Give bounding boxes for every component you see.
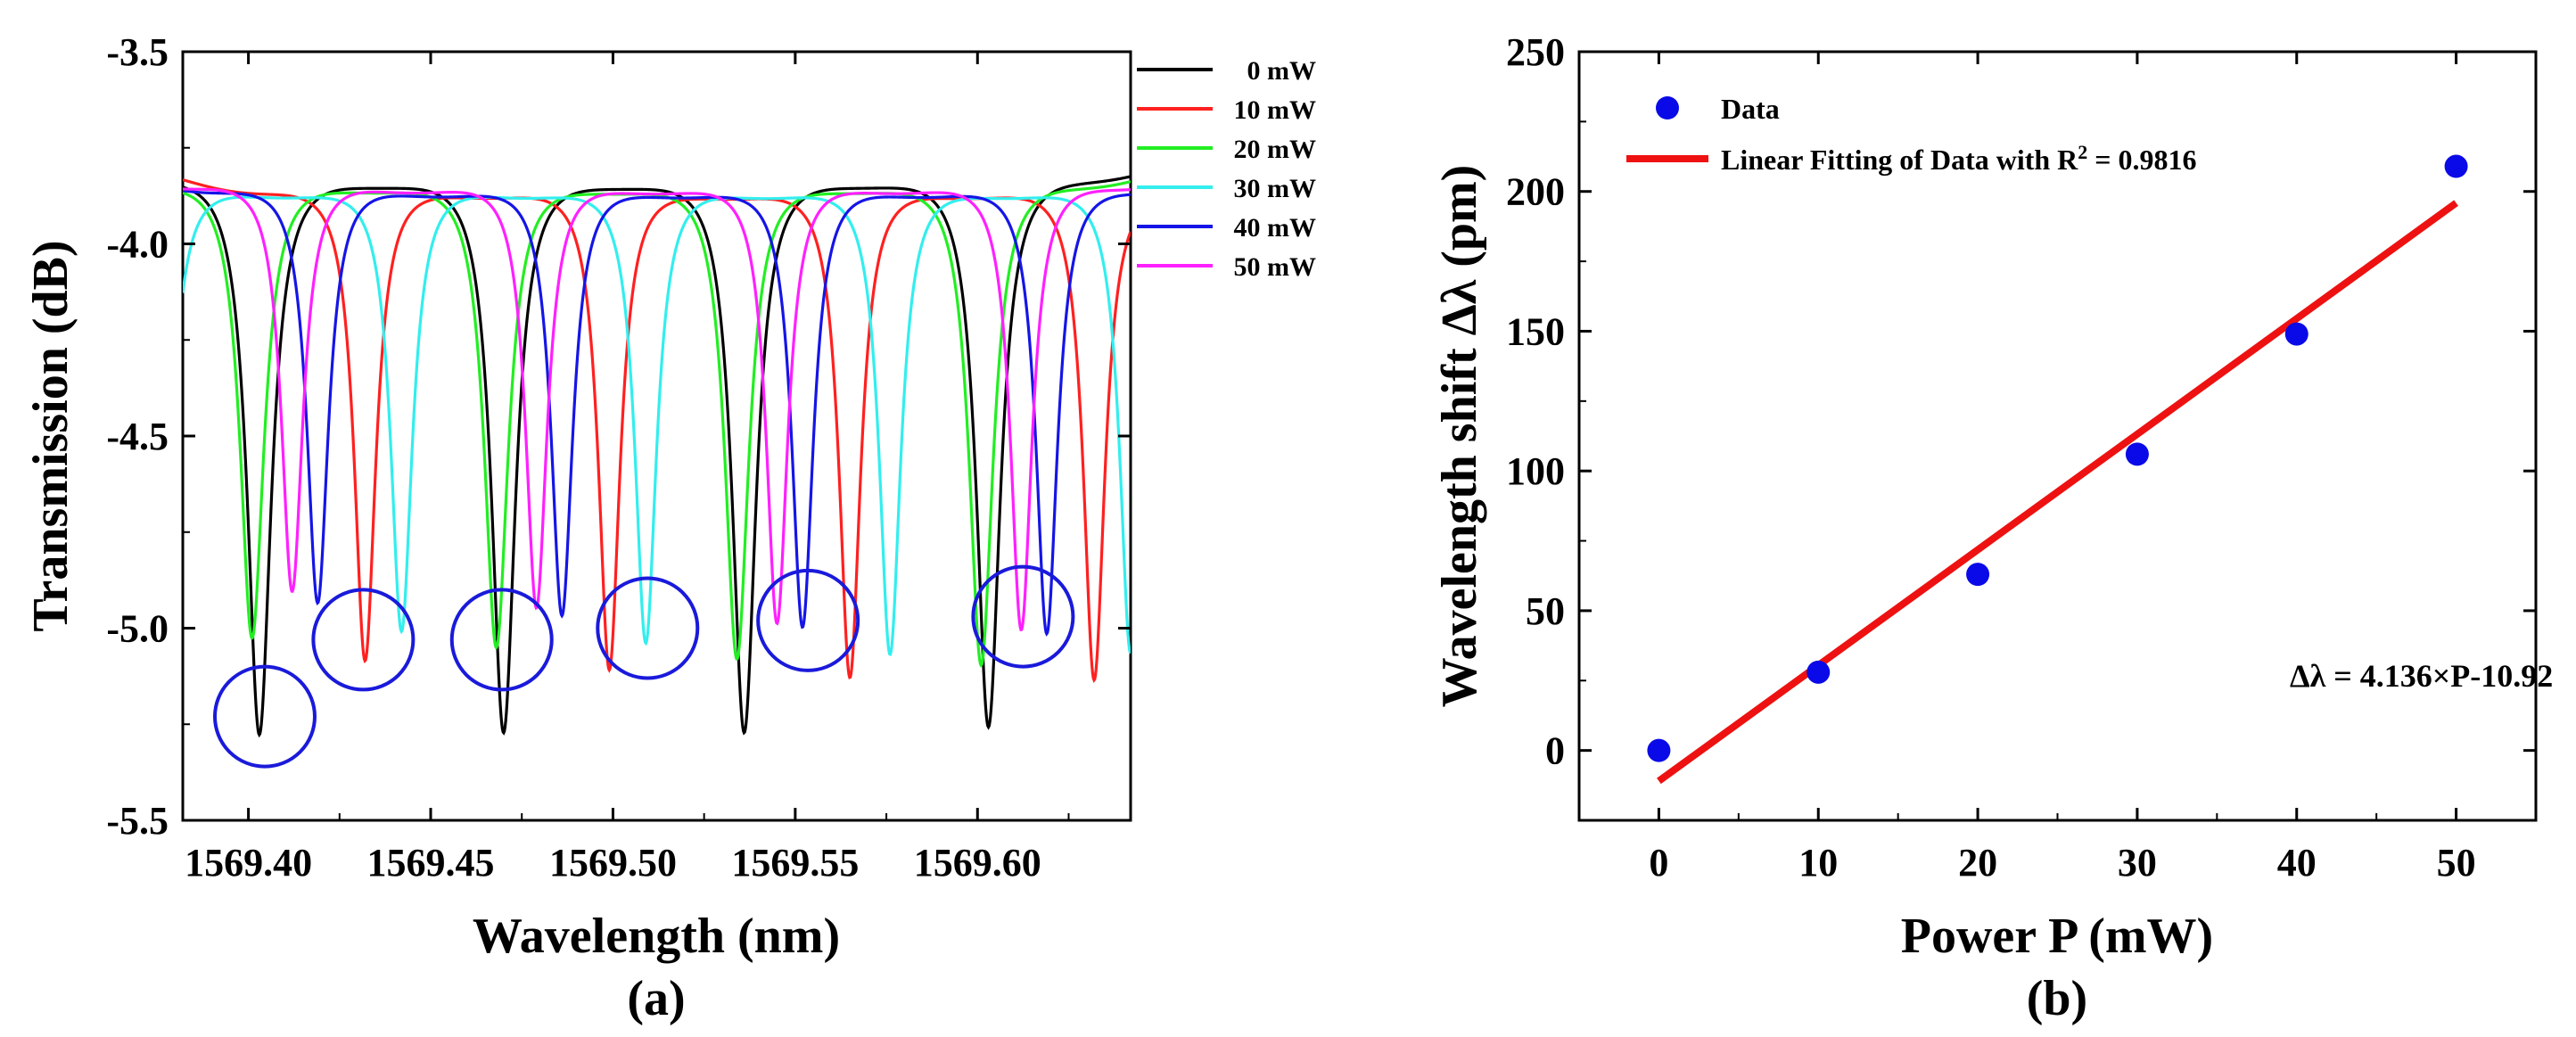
chart-b-fit-equation: Δλ = 4.136×P-10.92 (2290, 658, 2553, 694)
chart-b-xlabel: Power P (mW) (1901, 909, 2213, 964)
chart-a-xtick-label: 1569.60 (914, 841, 1041, 885)
chart-b-data-point-4 (2284, 322, 2309, 346)
chart-b-data-point-2 (1966, 563, 1990, 587)
chart-a-xlabel: Wavelength (nm) (473, 909, 840, 964)
chart-b-ytick-label: 200 (1506, 170, 1565, 214)
chart-b-xtick-label: 0 (1649, 841, 1668, 885)
chart-a-xtick-label: 1569.40 (185, 841, 312, 885)
chart-a-annotation-circle-1 (311, 588, 416, 692)
chart-b-xtick-label: 20 (1958, 841, 1997, 885)
chart-a-legend-label-0: 0 mW (1247, 56, 1317, 86)
chart-a-series-line-5 (183, 187, 1131, 631)
chart-a-xtick-label: 1569.55 (731, 841, 859, 885)
chart-b-ylabel: Wavelength shift Δλ (pm) (1432, 165, 1487, 708)
chart-b-data-point-5 (2444, 154, 2468, 178)
chart-a-ytick-label: -4.5 (106, 415, 169, 458)
chart-b-xtick-label: 30 (2118, 841, 2157, 885)
chart-b-xtick-label: 50 (2437, 841, 2476, 885)
chart-a-annotation-circle-3 (596, 576, 700, 680)
chart-a-ytick-label: -4.0 (106, 223, 169, 267)
chart-b-legend: Data Linear Fitting of Data with R2 = 0.9… (1626, 93, 2197, 176)
chart-a-legend-label-4: 40 mW (1234, 213, 1317, 243)
chart-a-xtick-label: 1569.45 (367, 841, 495, 885)
chart-a: Wavelength (nm) Transmission (dB) (a) 15… (23, 30, 1316, 1026)
chart-b: Power P (mW) Wavelength shift Δλ (pm) (b… (1432, 30, 2553, 1026)
chart-a-legend-label-2: 20 mW (1234, 135, 1317, 164)
chart-b-legend-label-data: Data (1721, 93, 1780, 125)
chart-a-xtick-label: 1569.50 (549, 841, 677, 885)
chart-a-legend-label-1: 10 mW (1234, 95, 1317, 125)
chart-b-ytick-label: 0 (1545, 729, 1565, 773)
chart-a-ytick-label: -5.0 (106, 607, 169, 651)
chart-b-data-point-0 (1647, 738, 1671, 762)
chart-a-series-line-0 (183, 175, 1131, 738)
chart-a-legend: 0 mW 10 mW 20 mW 30 mW 40 mW 50 mW (1137, 56, 1316, 282)
chart-a-annotation-circle-0 (212, 664, 317, 769)
chart-b-xtick-label: 40 (2277, 841, 2317, 885)
chart-a-ytick-label: -3.5 (106, 30, 169, 74)
chart-b-legend-marker-data (1656, 96, 1679, 119)
chart-a-annotation-circle-2 (449, 588, 554, 692)
chart-a-annotation-circle-4 (756, 568, 860, 672)
chart-a-legend-label-5: 50 mW (1234, 252, 1317, 282)
chart-b-xtick-label: 10 (1798, 841, 1838, 885)
chart-a-series-line-4 (183, 189, 1131, 637)
chart-a-legend-label-3: 30 mW (1234, 174, 1317, 203)
chart-b-data-point-1 (1806, 660, 1831, 684)
chart-a-caption: (a) (627, 971, 685, 1026)
chart-a-annotation-circle-5 (971, 564, 1075, 669)
chart-b-caption: (b) (2027, 971, 2087, 1026)
chart-b-ytick-label: 150 (1506, 309, 1565, 353)
chart-a-ylabel: Transmission (dB) (23, 240, 78, 631)
chart-b-fit-line (1657, 200, 2458, 785)
chart-b-ytick-label: 100 (1506, 449, 1565, 493)
chart-b-ytick-label: 50 (1526, 589, 1565, 633)
chart-a-ytick-label: -5.5 (106, 799, 169, 843)
chart-b-ytick-label: 250 (1506, 30, 1565, 74)
chart-b-data-point-3 (2125, 442, 2149, 466)
chart-a-curves (183, 175, 1131, 738)
chart-b-legend-label-fit: Linear Fitting of Data with R2 = 0.9816 (1721, 141, 2197, 177)
